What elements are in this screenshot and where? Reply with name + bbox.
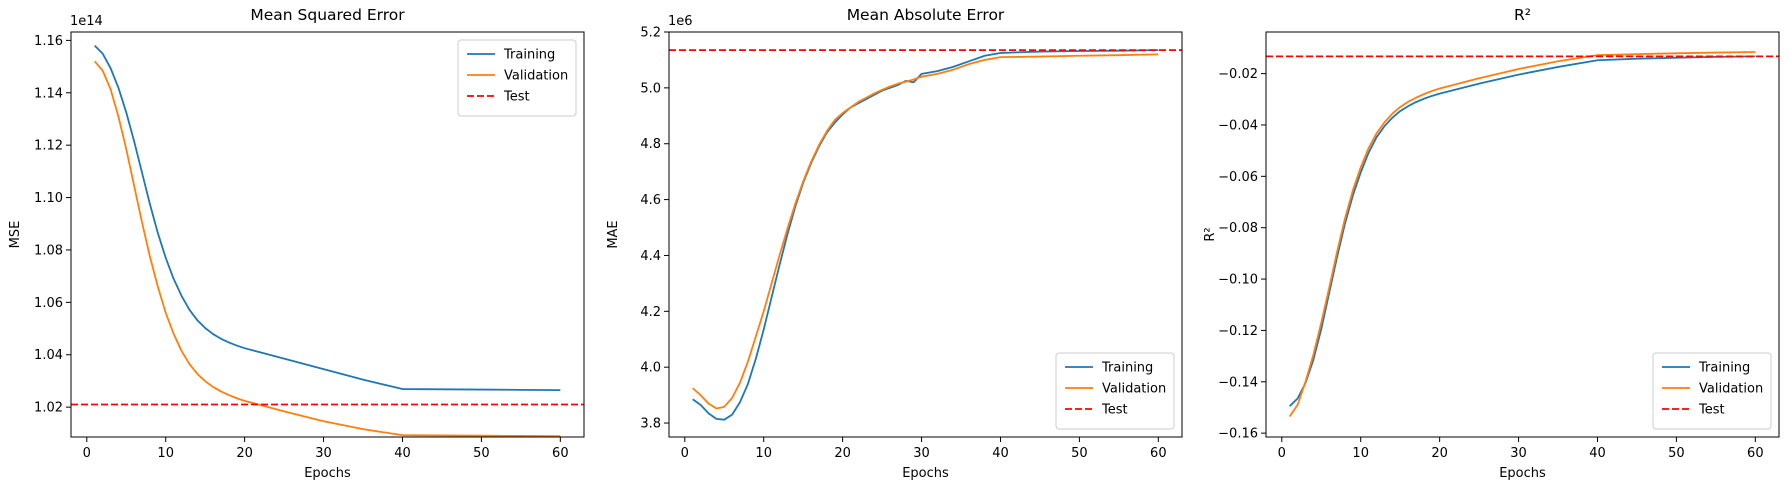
plot-area [71, 44, 584, 437]
chart-title: Mean Absolute Error [847, 6, 1005, 24]
legend-label: Validation [1699, 382, 1763, 397]
x-tick-label: 0 [83, 446, 91, 461]
x-tick-label: 0 [1278, 446, 1286, 461]
x-tick-label: 20 [834, 446, 851, 461]
y-axis-label: MSE [8, 221, 23, 249]
x-tick-label: 10 [755, 446, 772, 461]
y-tick-label: −0.14 [1218, 375, 1258, 390]
y-tick-label: −0.02 [1218, 67, 1258, 82]
axes-frame [1265, 31, 1780, 438]
chart-title: Mean Squared Error [250, 6, 405, 24]
x-tick-label: 20 [1431, 446, 1448, 461]
y-tick-label: 4.8 [640, 137, 661, 152]
legend: Training Validation Test [457, 39, 577, 117]
y-tick-label: 5.2 [640, 26, 661, 41]
y-tick-label: −0.10 [1218, 273, 1258, 288]
series-line-validation [93, 60, 561, 437]
x-tick-label: 60 [1150, 446, 1167, 461]
y-axis-label: MAE [606, 220, 621, 248]
x-tick-label: 50 [473, 446, 490, 461]
x-axis-label: Epochs [304, 466, 351, 481]
x-tick-label: 0 [681, 446, 689, 461]
plot-area [1266, 51, 1779, 417]
legend-box [1055, 352, 1175, 430]
legend-label: Validation [1102, 382, 1166, 397]
y-tick-label: 4.6 [640, 193, 661, 208]
y-offset-label: 1e14 [70, 14, 103, 29]
y-tick-label: −0.08 [1218, 221, 1258, 236]
x-tick-label: 10 [1352, 446, 1369, 461]
y-tick-label: 1.16 [34, 34, 63, 49]
legend-label: Test [503, 90, 530, 105]
legend-label: Training [1101, 361, 1153, 376]
x-axis-label: Epochs [902, 466, 949, 481]
y-tick-label: −0.12 [1218, 324, 1258, 339]
y-tick-label: 1.14 [34, 86, 63, 101]
y-tick-label: 3.8 [640, 417, 661, 432]
x-tick-label: 60 [1747, 446, 1764, 461]
x-tick-label: 20 [236, 446, 253, 461]
chart-panel-2: 0 10 20 30 40 50 60 3.8 4.0 4.2 4.4 4.6 4.8 5.0 5.2 Mea… [606, 6, 1183, 481]
y-tick-label: −0.16 [1218, 427, 1258, 442]
y-tick-label: 4.2 [640, 305, 661, 320]
series-line-training [692, 49, 1159, 421]
x-axis-label: Epochs [1499, 466, 1546, 481]
legend-label: Validation [504, 69, 568, 84]
series-line-training [94, 44, 561, 392]
y-tick-label: 5.0 [640, 81, 661, 96]
chart-title: R² [1514, 6, 1531, 24]
x-tick-label: 40 [394, 446, 411, 461]
y-tick-label: 1.04 [34, 348, 63, 363]
y-tick-label: 1.12 [34, 139, 63, 154]
legend-box [1652, 352, 1772, 430]
x-tick-label: 50 [1071, 446, 1088, 461]
y-offset-label: 1e6 [668, 14, 693, 29]
y-tick-label: 4.4 [640, 249, 661, 264]
axes-frame [70, 31, 585, 438]
x-tick-label: 30 [913, 446, 930, 461]
x-tick-label: 30 [315, 446, 332, 461]
axes-frame [668, 31, 1183, 438]
series-line-validation [692, 53, 1159, 410]
x-tick-label: 10 [157, 446, 174, 461]
legend-label: Test [1101, 403, 1128, 418]
legend: Training Validation Test [1055, 352, 1175, 430]
chart-panel-1: 0 10 20 30 40 50 60 1.02 1.04 1.06 1.08 1.10 1.12 1.1… [8, 6, 585, 481]
series-line-training [1289, 55, 1756, 407]
y-tick-label: 1.10 [34, 191, 63, 206]
y-tick-label: 1.08 [34, 243, 63, 258]
y-tick-label: −0.04 [1218, 118, 1258, 133]
plot-area [669, 49, 1182, 421]
x-tick-label: 40 [1589, 446, 1606, 461]
legend-label: Test [1698, 403, 1725, 418]
y-tick-label: 1.06 [34, 296, 63, 311]
x-tick-label: 60 [552, 446, 569, 461]
legend-label: Training [1698, 361, 1750, 376]
legend-box [457, 39, 577, 117]
y-tick-label: 4.0 [640, 361, 661, 376]
y-tick-label: 1.02 [34, 401, 63, 416]
series-line-validation [1288, 51, 1756, 417]
y-tick-label: −0.06 [1218, 170, 1258, 185]
x-tick-label: 30 [1510, 446, 1527, 461]
legend: Training Validation Test [1652, 352, 1772, 430]
chart-panel-3: 0 10 20 30 40 50 60 −0.16 −0.14 −0.12 −0.10 −0.08 −0… [1203, 6, 1780, 481]
y-axis-label: R² [1203, 227, 1218, 241]
x-tick-label: 50 [1668, 446, 1685, 461]
x-tick-label: 40 [992, 446, 1009, 461]
legend-label: Training [503, 48, 555, 63]
